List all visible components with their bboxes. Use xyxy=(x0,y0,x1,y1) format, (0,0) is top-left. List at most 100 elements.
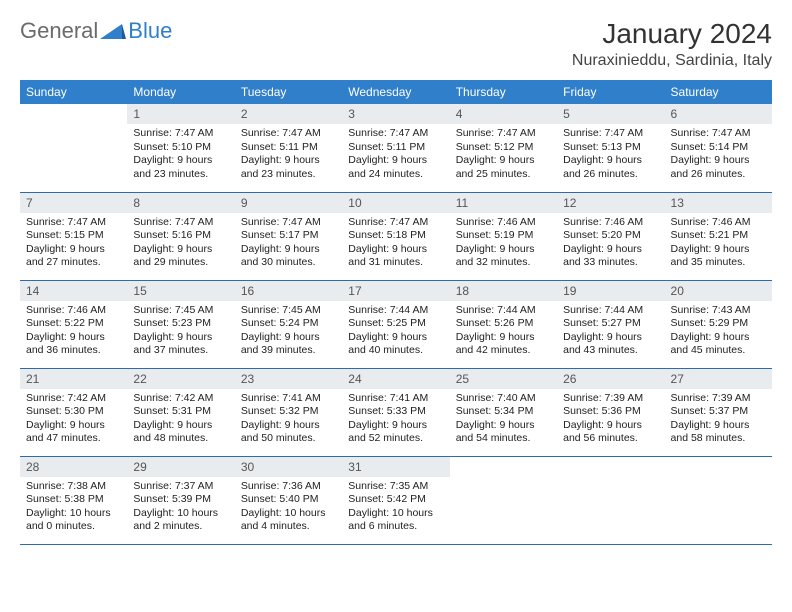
daylight-line: Daylight: 9 hours and 36 minutes. xyxy=(26,331,121,358)
day-body: Sunrise: 7:45 AMSunset: 5:23 PMDaylight:… xyxy=(127,301,234,365)
daylight-line: Daylight: 9 hours and 50 minutes. xyxy=(241,419,336,446)
day-body: Sunrise: 7:47 AMSunset: 5:13 PMDaylight:… xyxy=(557,124,664,188)
sunset-line: Sunset: 5:32 PM xyxy=(241,405,336,419)
daylight-line: Daylight: 9 hours and 23 minutes. xyxy=(241,154,336,181)
day-number: 31 xyxy=(342,457,449,477)
day-number: 30 xyxy=(235,457,342,477)
calendar-row: 7Sunrise: 7:47 AMSunset: 5:15 PMDaylight… xyxy=(20,192,772,280)
day-body: Sunrise: 7:42 AMSunset: 5:30 PMDaylight:… xyxy=(20,389,127,453)
logo-text-blue: Blue xyxy=(128,18,172,44)
daylight-line: Daylight: 9 hours and 43 minutes. xyxy=(563,331,658,358)
day-number: 28 xyxy=(20,457,127,477)
day-number: 23 xyxy=(235,369,342,389)
calendar-cell: 23Sunrise: 7:41 AMSunset: 5:32 PMDayligh… xyxy=(235,368,342,456)
day-body: Sunrise: 7:46 AMSunset: 5:21 PMDaylight:… xyxy=(665,213,772,277)
daylight-line: Daylight: 9 hours and 26 minutes. xyxy=(563,154,658,181)
day-body: Sunrise: 7:47 AMSunset: 5:10 PMDaylight:… xyxy=(127,124,234,188)
day-body: Sunrise: 7:39 AMSunset: 5:37 PMDaylight:… xyxy=(665,389,772,453)
sunrise-line: Sunrise: 7:44 AM xyxy=(348,304,443,318)
sunrise-line: Sunrise: 7:47 AM xyxy=(456,127,551,141)
location-text: Nuraxinieddu, Sardinia, Italy xyxy=(572,52,772,70)
sunset-line: Sunset: 5:21 PM xyxy=(671,229,766,243)
daylight-line: Daylight: 10 hours and 0 minutes. xyxy=(26,507,121,534)
sunrise-line: Sunrise: 7:41 AM xyxy=(241,392,336,406)
sunset-line: Sunset: 5:30 PM xyxy=(26,405,121,419)
month-title: January 2024 xyxy=(572,18,772,50)
sunrise-line: Sunrise: 7:44 AM xyxy=(563,304,658,318)
day-number: 10 xyxy=(342,193,449,213)
sunrise-line: Sunrise: 7:47 AM xyxy=(348,216,443,230)
sunrise-line: Sunrise: 7:41 AM xyxy=(348,392,443,406)
day-body: Sunrise: 7:38 AMSunset: 5:38 PMDaylight:… xyxy=(20,477,127,541)
day-body: Sunrise: 7:41 AMSunset: 5:33 PMDaylight:… xyxy=(342,389,449,453)
day-number: 17 xyxy=(342,281,449,301)
day-number: 21 xyxy=(20,369,127,389)
sunset-line: Sunset: 5:27 PM xyxy=(563,317,658,331)
sunrise-line: Sunrise: 7:47 AM xyxy=(563,127,658,141)
day-body: Sunrise: 7:47 AMSunset: 5:16 PMDaylight:… xyxy=(127,213,234,277)
sunrise-line: Sunrise: 7:46 AM xyxy=(26,304,121,318)
sunrise-line: Sunrise: 7:47 AM xyxy=(348,127,443,141)
calendar-cell: 16Sunrise: 7:45 AMSunset: 5:24 PMDayligh… xyxy=(235,280,342,368)
sunset-line: Sunset: 5:16 PM xyxy=(133,229,228,243)
day-body: Sunrise: 7:36 AMSunset: 5:40 PMDaylight:… xyxy=(235,477,342,541)
day-body: Sunrise: 7:41 AMSunset: 5:32 PMDaylight:… xyxy=(235,389,342,453)
daylight-line: Daylight: 9 hours and 25 minutes. xyxy=(456,154,551,181)
daylight-line: Daylight: 9 hours and 39 minutes. xyxy=(241,331,336,358)
day-body: Sunrise: 7:46 AMSunset: 5:20 PMDaylight:… xyxy=(557,213,664,277)
day-number: 9 xyxy=(235,193,342,213)
sunrise-line: Sunrise: 7:47 AM xyxy=(241,216,336,230)
daylight-line: Daylight: 9 hours and 48 minutes. xyxy=(133,419,228,446)
calendar-cell: 8Sunrise: 7:47 AMSunset: 5:16 PMDaylight… xyxy=(127,192,234,280)
calendar-row: 28Sunrise: 7:38 AMSunset: 5:38 PMDayligh… xyxy=(20,456,772,544)
sunset-line: Sunset: 5:36 PM xyxy=(563,405,658,419)
weekday-header: Thursday xyxy=(450,80,557,104)
day-body: Sunrise: 7:45 AMSunset: 5:24 PMDaylight:… xyxy=(235,301,342,365)
calendar-cell: 13Sunrise: 7:46 AMSunset: 5:21 PMDayligh… xyxy=(665,192,772,280)
day-body: Sunrise: 7:35 AMSunset: 5:42 PMDaylight:… xyxy=(342,477,449,541)
calendar-cell: 15Sunrise: 7:45 AMSunset: 5:23 PMDayligh… xyxy=(127,280,234,368)
sunrise-line: Sunrise: 7:40 AM xyxy=(456,392,551,406)
weekday-header: Friday xyxy=(557,80,664,104)
daylight-line: Daylight: 9 hours and 35 minutes. xyxy=(671,243,766,270)
daylight-line: Daylight: 9 hours and 26 minutes. xyxy=(671,154,766,181)
calendar-cell: 26Sunrise: 7:39 AMSunset: 5:36 PMDayligh… xyxy=(557,368,664,456)
calendar-row: 21Sunrise: 7:42 AMSunset: 5:30 PMDayligh… xyxy=(20,368,772,456)
day-body xyxy=(557,477,664,486)
day-body: Sunrise: 7:44 AMSunset: 5:25 PMDaylight:… xyxy=(342,301,449,365)
calendar-row: 14Sunrise: 7:46 AMSunset: 5:22 PMDayligh… xyxy=(20,280,772,368)
daylight-line: Daylight: 9 hours and 30 minutes. xyxy=(241,243,336,270)
sunset-line: Sunset: 5:23 PM xyxy=(133,317,228,331)
calendar-cell: 30Sunrise: 7:36 AMSunset: 5:40 PMDayligh… xyxy=(235,456,342,544)
daylight-line: Daylight: 10 hours and 6 minutes. xyxy=(348,507,443,534)
sunset-line: Sunset: 5:34 PM xyxy=(456,405,551,419)
logo-sail-icon xyxy=(100,22,126,40)
sunrise-line: Sunrise: 7:42 AM xyxy=(133,392,228,406)
day-body: Sunrise: 7:47 AMSunset: 5:15 PMDaylight:… xyxy=(20,213,127,277)
sunrise-line: Sunrise: 7:44 AM xyxy=(456,304,551,318)
calendar-cell: 14Sunrise: 7:46 AMSunset: 5:22 PMDayligh… xyxy=(20,280,127,368)
day-number: 22 xyxy=(127,369,234,389)
weekday-header: Wednesday xyxy=(342,80,449,104)
day-body: Sunrise: 7:47 AMSunset: 5:11 PMDaylight:… xyxy=(342,124,449,188)
calendar-cell xyxy=(665,456,772,544)
day-body: Sunrise: 7:47 AMSunset: 5:12 PMDaylight:… xyxy=(450,124,557,188)
day-body: Sunrise: 7:42 AMSunset: 5:31 PMDaylight:… xyxy=(127,389,234,453)
day-number: 18 xyxy=(450,281,557,301)
sunrise-line: Sunrise: 7:47 AM xyxy=(671,127,766,141)
sunset-line: Sunset: 5:14 PM xyxy=(671,141,766,155)
sunset-line: Sunset: 5:40 PM xyxy=(241,493,336,507)
day-body: Sunrise: 7:37 AMSunset: 5:39 PMDaylight:… xyxy=(127,477,234,541)
calendar-cell: 7Sunrise: 7:47 AMSunset: 5:15 PMDaylight… xyxy=(20,192,127,280)
day-body: Sunrise: 7:40 AMSunset: 5:34 PMDaylight:… xyxy=(450,389,557,453)
calendar-cell: 21Sunrise: 7:42 AMSunset: 5:30 PMDayligh… xyxy=(20,368,127,456)
daylight-line: Daylight: 9 hours and 37 minutes. xyxy=(133,331,228,358)
weekday-header: Tuesday xyxy=(235,80,342,104)
day-number: 4 xyxy=(450,104,557,124)
sunset-line: Sunset: 5:29 PM xyxy=(671,317,766,331)
sunset-line: Sunset: 5:15 PM xyxy=(26,229,121,243)
calendar-cell: 29Sunrise: 7:37 AMSunset: 5:39 PMDayligh… xyxy=(127,456,234,544)
sunrise-line: Sunrise: 7:45 AM xyxy=(133,304,228,318)
sunrise-line: Sunrise: 7:47 AM xyxy=(133,216,228,230)
sunrise-line: Sunrise: 7:46 AM xyxy=(456,216,551,230)
